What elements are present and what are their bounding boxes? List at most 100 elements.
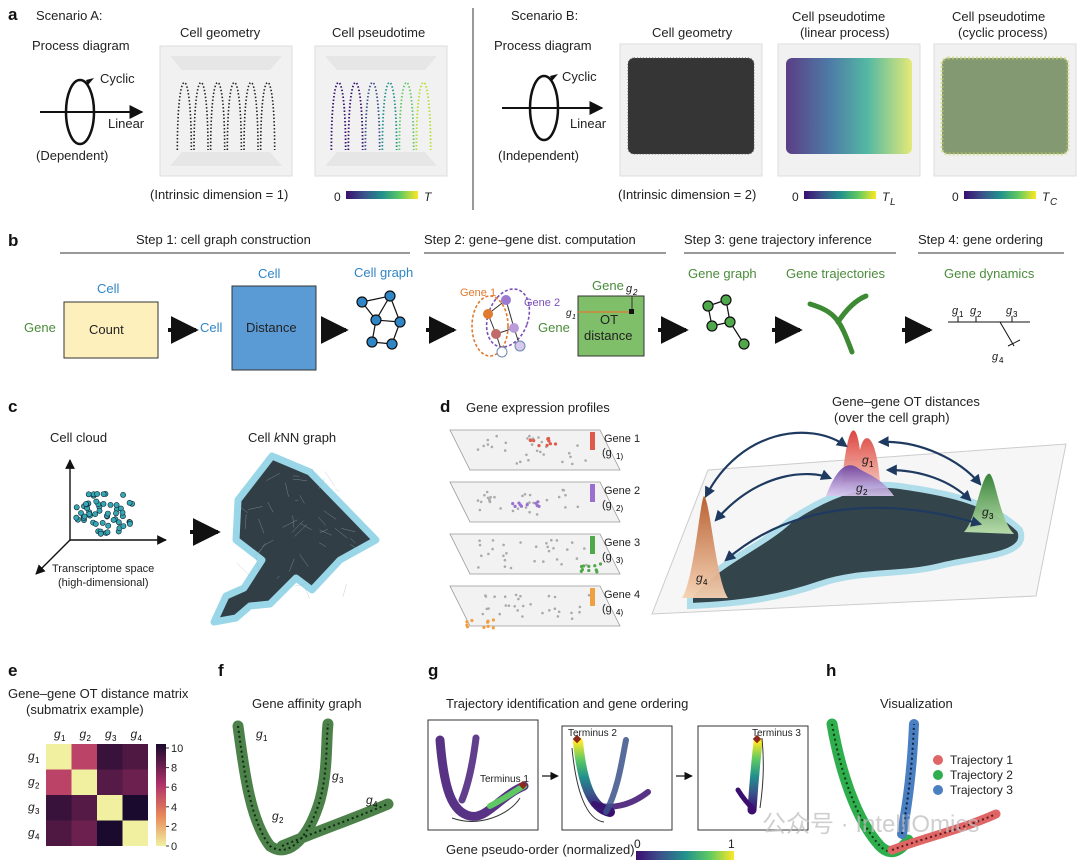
heatmap-row-sub: 4: [35, 833, 40, 842]
profile-point: [529, 603, 532, 606]
heatmap-cell: [122, 795, 148, 821]
cloud-point: [99, 520, 106, 526]
profile-hot-point: [537, 444, 541, 448]
peak-label-g4-sub: 4: [703, 578, 708, 587]
profile-point: [498, 612, 502, 616]
heatmap-cell: [71, 795, 97, 821]
heatmap-row-sub: 1: [35, 756, 40, 765]
profile-point: [524, 506, 528, 509]
cell-geometry-b-title: Cell geometry: [652, 25, 733, 40]
profile-point: [532, 501, 535, 505]
profile-hot-point: [486, 619, 490, 623]
heatmap-cell: [46, 795, 72, 821]
knn-edge: [324, 471, 336, 487]
trajectory-box-2: [561, 725, 673, 831]
ot-g1-label: g: [566, 308, 572, 319]
cbar-a: [346, 191, 418, 199]
dyn-g3: g: [1006, 305, 1013, 317]
profile-point: [513, 605, 516, 608]
ot-matrix: [577, 295, 645, 357]
profile-point: [482, 444, 486, 448]
knn-edge: [334, 488, 340, 492]
cbar-linear-zero: 0: [792, 190, 799, 204]
knn-edge: [350, 544, 360, 551]
profile-plane: [449, 533, 621, 575]
profile-gene-symbol: (g: [602, 447, 612, 459]
knn-edge: [255, 556, 259, 571]
ot-g1-sub: 1: [572, 314, 576, 321]
colorbar-tick-label: 10: [171, 743, 183, 755]
cbar-cyclic: [964, 191, 1036, 199]
profile-point: [576, 505, 580, 509]
heatmap-col-sub: 1: [61, 734, 66, 743]
profile-hot-point: [534, 501, 538, 505]
cbar-cyclic-zero: 0: [952, 190, 959, 204]
profile-gene-symbol: (g: [602, 499, 612, 511]
profile-point: [545, 542, 548, 545]
cloud-point: [97, 530, 104, 537]
cloud-point: [96, 507, 103, 514]
space-label-2: (high-dimensional): [58, 577, 149, 589]
profile-point: [584, 459, 587, 462]
profile-hot-point: [511, 502, 515, 506]
profile-point: [566, 548, 569, 551]
profile-point: [503, 565, 507, 568]
process-diagram-a: [40, 78, 144, 146]
profile-colorbar: [590, 536, 595, 554]
colorbar-tick-label: 4: [171, 802, 177, 814]
profile-hot-point: [579, 564, 584, 569]
profile-point: [535, 513, 539, 516]
cloud-point: [100, 491, 107, 497]
panel-label-d: d: [440, 397, 450, 416]
dyn-g4: g: [992, 351, 999, 363]
helix-loop: [243, 81, 259, 151]
profile-point: [487, 552, 490, 556]
knn-edge: [319, 529, 332, 536]
profile-point: [537, 436, 540, 439]
scenario-b-title: Scenario B:: [511, 8, 578, 23]
knn-edge: [319, 528, 329, 534]
profile-hot-point: [587, 564, 591, 569]
profile-hot-point: [580, 568, 585, 572]
profile-point: [516, 507, 520, 511]
helix-loop: [176, 81, 193, 151]
colorbar-tick-label: 2: [171, 821, 177, 833]
dyn-g1: g: [952, 305, 959, 317]
watermark: 公众号 · IntelliOmics: [762, 811, 979, 838]
step4-label: Step 4: gene ordering: [918, 232, 1043, 247]
heatmap-cell: [46, 744, 72, 770]
cell-pseudotime-a-title: Cell pseudotime: [332, 25, 425, 40]
knn-edge: [276, 575, 280, 580]
profile-point: [525, 453, 528, 457]
helix-loop: [364, 81, 381, 151]
knn-edge: [285, 482, 289, 497]
profile-point: [523, 493, 527, 496]
profile-point: [493, 495, 496, 499]
knn-edge: [341, 528, 356, 532]
profile-gene-name: Gene 3: [604, 537, 640, 549]
profile-point: [583, 547, 586, 550]
heatmap-cell: [71, 820, 97, 846]
terminus-3-label: Terminus 3: [752, 728, 801, 739]
profile-point: [527, 458, 530, 462]
profile-point: [483, 493, 486, 497]
profile-hot-point: [486, 624, 490, 629]
knn-edge: [292, 515, 295, 528]
helix-loop: [415, 81, 432, 151]
profile-point: [546, 545, 549, 549]
pseudotime-linear-title-2: (linear process): [800, 25, 890, 40]
trajectory-box-1: [427, 719, 539, 831]
profile-point: [542, 560, 545, 563]
affinity-g2-sub: 2: [279, 816, 284, 825]
profile-hot-point: [545, 443, 549, 447]
pseudo-order-cbar-min: 0: [634, 837, 641, 851]
pseudotime-cyclic-title-1: Cell pseudotime: [952, 9, 1045, 24]
terminus-2-label: Terminus 2: [568, 728, 617, 739]
profile-hot-point: [546, 437, 550, 441]
profile-hot-point: [525, 503, 529, 507]
heatmap-col-label: g: [105, 727, 112, 741]
cbar-a-T: T: [424, 190, 433, 204]
knn-edge: [334, 527, 348, 539]
cloud-point: [78, 510, 84, 516]
